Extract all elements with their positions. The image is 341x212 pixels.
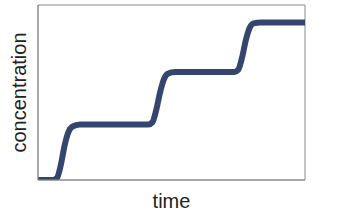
svg-text:concentration: concentration (8, 32, 30, 152)
svg-text:time: time (153, 190, 191, 212)
